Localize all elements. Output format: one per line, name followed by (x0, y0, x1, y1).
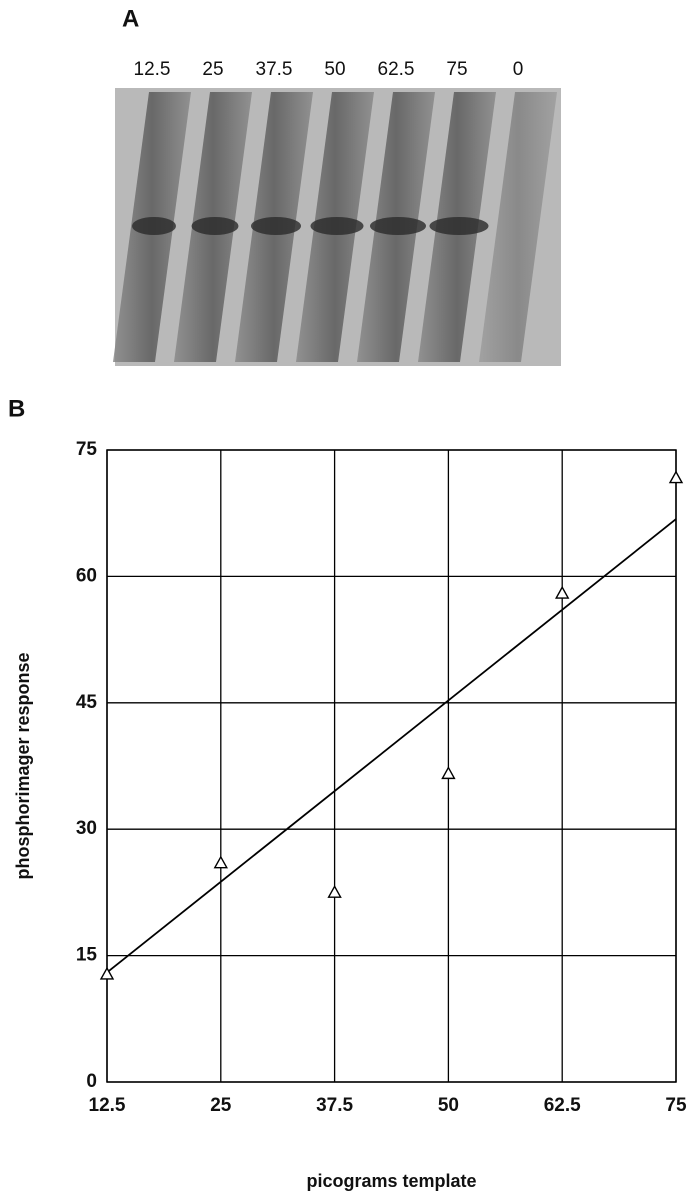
x-tick-label: 37.5 (316, 1095, 353, 1116)
data-point (329, 886, 341, 897)
y-tick-label: 30 (76, 818, 97, 839)
gel (113, 88, 561, 366)
panel-label: A (122, 5, 139, 32)
data-point (670, 472, 682, 483)
y-tick-label: 15 (76, 945, 98, 966)
x-axis-title: picograms template (306, 1171, 476, 1191)
y-tick-label: 0 (86, 1071, 97, 1092)
data-point (442, 768, 454, 779)
gel-band (370, 217, 426, 235)
y-tick-label: 75 (76, 439, 98, 460)
y-tick-label: 60 (76, 565, 97, 586)
lane-label: 12.5 (134, 59, 171, 80)
lane-label: 50 (324, 59, 345, 80)
fit-line (107, 519, 676, 972)
gel-band (311, 217, 364, 235)
x-tick-label: 12.5 (89, 1095, 126, 1116)
x-tick-label: 25 (210, 1095, 232, 1116)
lane-label: 0 (513, 59, 524, 80)
data-point (215, 857, 227, 868)
gel-band (430, 217, 489, 235)
gel-band (132, 217, 176, 235)
panel-label: B (8, 395, 25, 422)
lane-label: 25 (202, 59, 223, 80)
plot-frame (107, 450, 676, 1082)
gel-band (192, 217, 239, 235)
lane-label: 37.5 (256, 59, 293, 80)
x-tick-label: 75 (665, 1095, 687, 1116)
figure: A B 12.5 25 37.5 50 62.5 75 0 0 15 30 45 60 75 12.5 25… (0, 0, 687, 1196)
x-tick-label: 50 (438, 1095, 459, 1116)
gel-band (251, 217, 301, 235)
lane-label: 62.5 (378, 59, 415, 80)
data-point (556, 587, 568, 598)
y-tick-label: 45 (76, 692, 98, 713)
x-tick-label: 62.5 (544, 1095, 581, 1116)
y-axis-title: phosphorimager response (13, 652, 33, 879)
lane-label: 75 (446, 59, 467, 80)
